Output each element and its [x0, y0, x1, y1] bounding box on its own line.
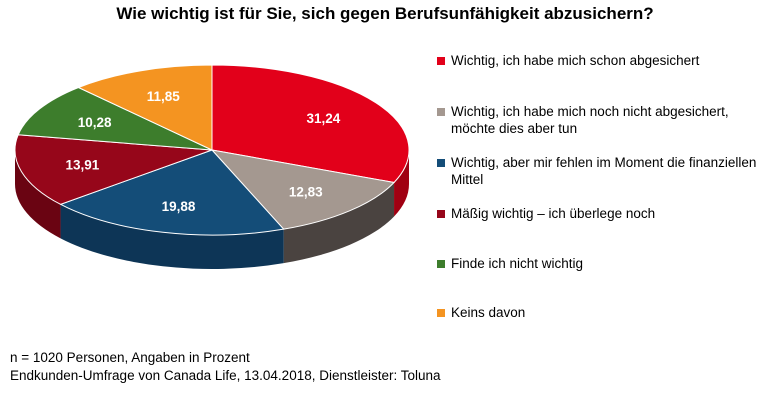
pie-side-3 [15, 150, 61, 239]
footnote-sample: n = 1020 Personen, Angaben in Prozent [10, 350, 250, 365]
legend-label-1: Wichtig, ich habe mich noch nicht abgesi… [451, 104, 729, 136]
pie-side-2 [60, 204, 284, 269]
pie-value-label-3: 13,91 [66, 158, 100, 173]
pie-slice-3 [14, 134, 213, 205]
legend-swatch-4 [437, 260, 445, 268]
pie-side-1 [283, 182, 395, 264]
legend-swatch-1 [437, 108, 445, 116]
legend-item-5: Keins davon [437, 304, 767, 321]
legend-swatch-5 [437, 309, 445, 317]
pie-value-label-1: 12,83 [289, 184, 323, 199]
legend-label-0: Wichtig, ich habe mich schon abgesichert [451, 53, 700, 68]
pie-slice-1 [210, 149, 396, 230]
legend-label-4: Finde ich nicht wichtig [451, 256, 584, 271]
pie-value-label-0: 31,24 [306, 111, 340, 126]
pie-slice-4 [17, 86, 213, 151]
legend-label-2: Wichtig, aber mir fehlen im Moment die f… [451, 155, 757, 187]
legend-item-2: Wichtig, aber mir fehlen im Moment die f… [437, 154, 767, 188]
pie-value-label-2: 19,88 [162, 199, 196, 214]
legend-item-0: Wichtig, ich habe mich schon abgesichert [437, 52, 767, 69]
legend-label-5: Keins davon [451, 305, 526, 320]
legend-item-4: Finde ich nicht wichtig [437, 255, 767, 272]
legend-swatch-0 [437, 57, 445, 65]
legend-item-1: Wichtig, ich habe mich noch nicht abgesi… [437, 103, 767, 137]
legend-swatch-3 [437, 210, 445, 218]
pie-slice-2 [59, 149, 285, 236]
pie-value-label-4: 10,28 [78, 115, 112, 130]
chart-title: Wie wichtig ist für Sie, sich gegen Beru… [116, 4, 654, 23]
pie-slice-0 [211, 64, 410, 184]
footnote: n = 1020 Personen, Angaben in Prozent En… [10, 349, 441, 385]
legend-swatch-2 [437, 159, 445, 167]
pie-chart: 31,24 12,83 19,88 13,91 10,28 11,85 [14, 64, 410, 269]
legend-label-3: Mäßig wichtig – ich überlege noch [451, 206, 656, 221]
legend-item-3: Mäßig wichtig – ich überlege noch [437, 205, 767, 222]
pie-value-label-5: 11,85 [147, 89, 181, 104]
pie-slice-5 [77, 64, 213, 151]
footnote-source: Endkunden-Umfrage von Canada Life, 13.04… [10, 368, 441, 383]
